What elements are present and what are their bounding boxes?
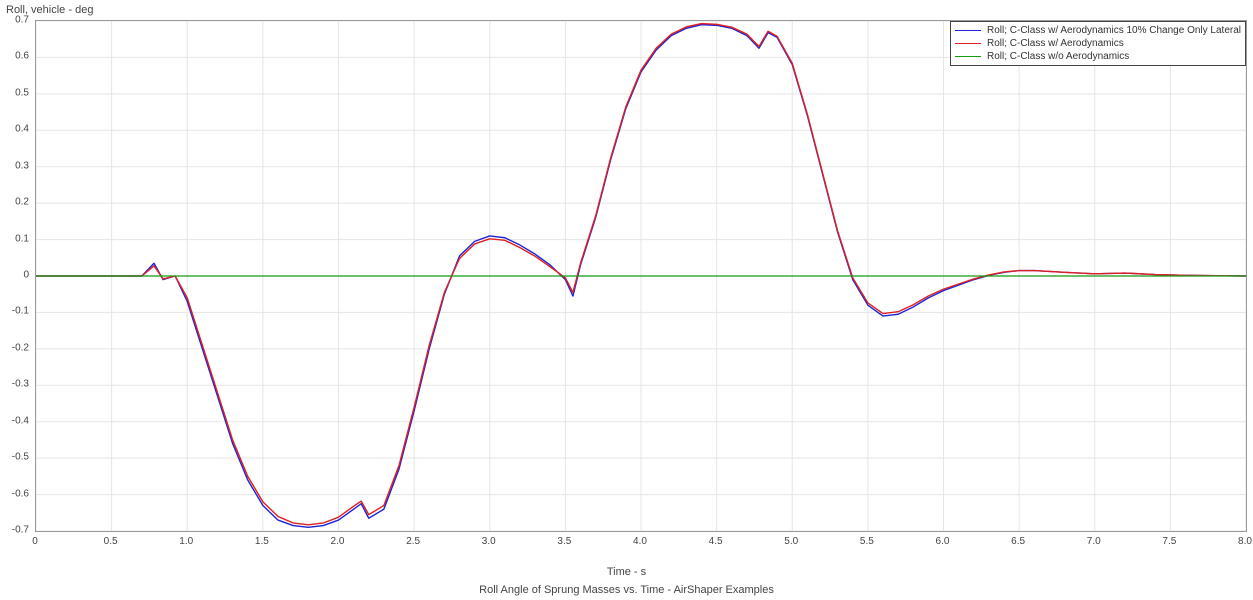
- chart-plot-area: Roll; C-Class w/ Aerodynamics 10% Change…: [35, 20, 1247, 532]
- legend-label: Roll; C-Class w/ Aerodynamics: [987, 38, 1124, 49]
- x-tick-label: 4.0: [633, 536, 647, 547]
- y-tick-label: 0.7: [0, 15, 29, 26]
- y-tick-label: 0.6: [0, 51, 29, 62]
- y-tick-label: 0.1: [0, 233, 29, 244]
- x-tick-label: 8.0: [1238, 536, 1252, 547]
- y-tick-label: -0.6: [0, 488, 29, 499]
- x-tick-label: 1.0: [179, 536, 193, 547]
- chart-svg: [36, 21, 1246, 531]
- x-tick-label: 7.5: [1162, 536, 1176, 547]
- legend-label: Roll; C-Class w/o Aerodynamics: [987, 51, 1129, 62]
- x-tick-label: 5.5: [860, 536, 874, 547]
- legend-item: Roll; C-Class w/ Aerodynamics: [955, 37, 1241, 50]
- x-tick-label: 0.5: [104, 536, 118, 547]
- y-tick-label: -0.1: [0, 306, 29, 317]
- x-axis-title: Time - s: [0, 566, 1253, 578]
- legend-swatch: [955, 43, 981, 44]
- x-tick-label: 3.5: [557, 536, 571, 547]
- legend-label: Roll; C-Class w/ Aerodynamics 10% Change…: [987, 25, 1241, 36]
- y-tick-label: 0.2: [0, 197, 29, 208]
- y-tick-label: 0: [0, 270, 29, 281]
- legend-item: Roll; C-Class w/ Aerodynamics 10% Change…: [955, 24, 1241, 37]
- legend-swatch: [955, 30, 981, 31]
- x-tick-label: 7.0: [1087, 536, 1101, 547]
- legend-item: Roll; C-Class w/o Aerodynamics: [955, 50, 1241, 63]
- y-tick-label: 0.4: [0, 124, 29, 135]
- x-tick-label: 4.5: [709, 536, 723, 547]
- x-tick-label: 1.5: [255, 536, 269, 547]
- legend: Roll; C-Class w/ Aerodynamics 10% Change…: [950, 21, 1246, 66]
- y-tick-label: -0.2: [0, 342, 29, 353]
- y-tick-label: 0.3: [0, 160, 29, 171]
- y-tick-label: 0.5: [0, 87, 29, 98]
- y-tick-label: -0.4: [0, 415, 29, 426]
- x-tick-label: 2.5: [406, 536, 420, 547]
- legend-swatch: [955, 56, 981, 57]
- x-tick-label: 6.5: [1011, 536, 1025, 547]
- x-tick-label: 2.0: [331, 536, 345, 547]
- y-tick-label: -0.7: [0, 525, 29, 536]
- chart-caption: Roll Angle of Sprung Masses vs. Time - A…: [0, 584, 1253, 596]
- x-tick-label: 0: [32, 536, 38, 547]
- x-tick-label: 6.0: [936, 536, 950, 547]
- x-tick-label: 3.0: [482, 536, 496, 547]
- y-tick-label: -0.5: [0, 452, 29, 463]
- x-tick-label: 5.0: [784, 536, 798, 547]
- y-tick-label: -0.3: [0, 379, 29, 390]
